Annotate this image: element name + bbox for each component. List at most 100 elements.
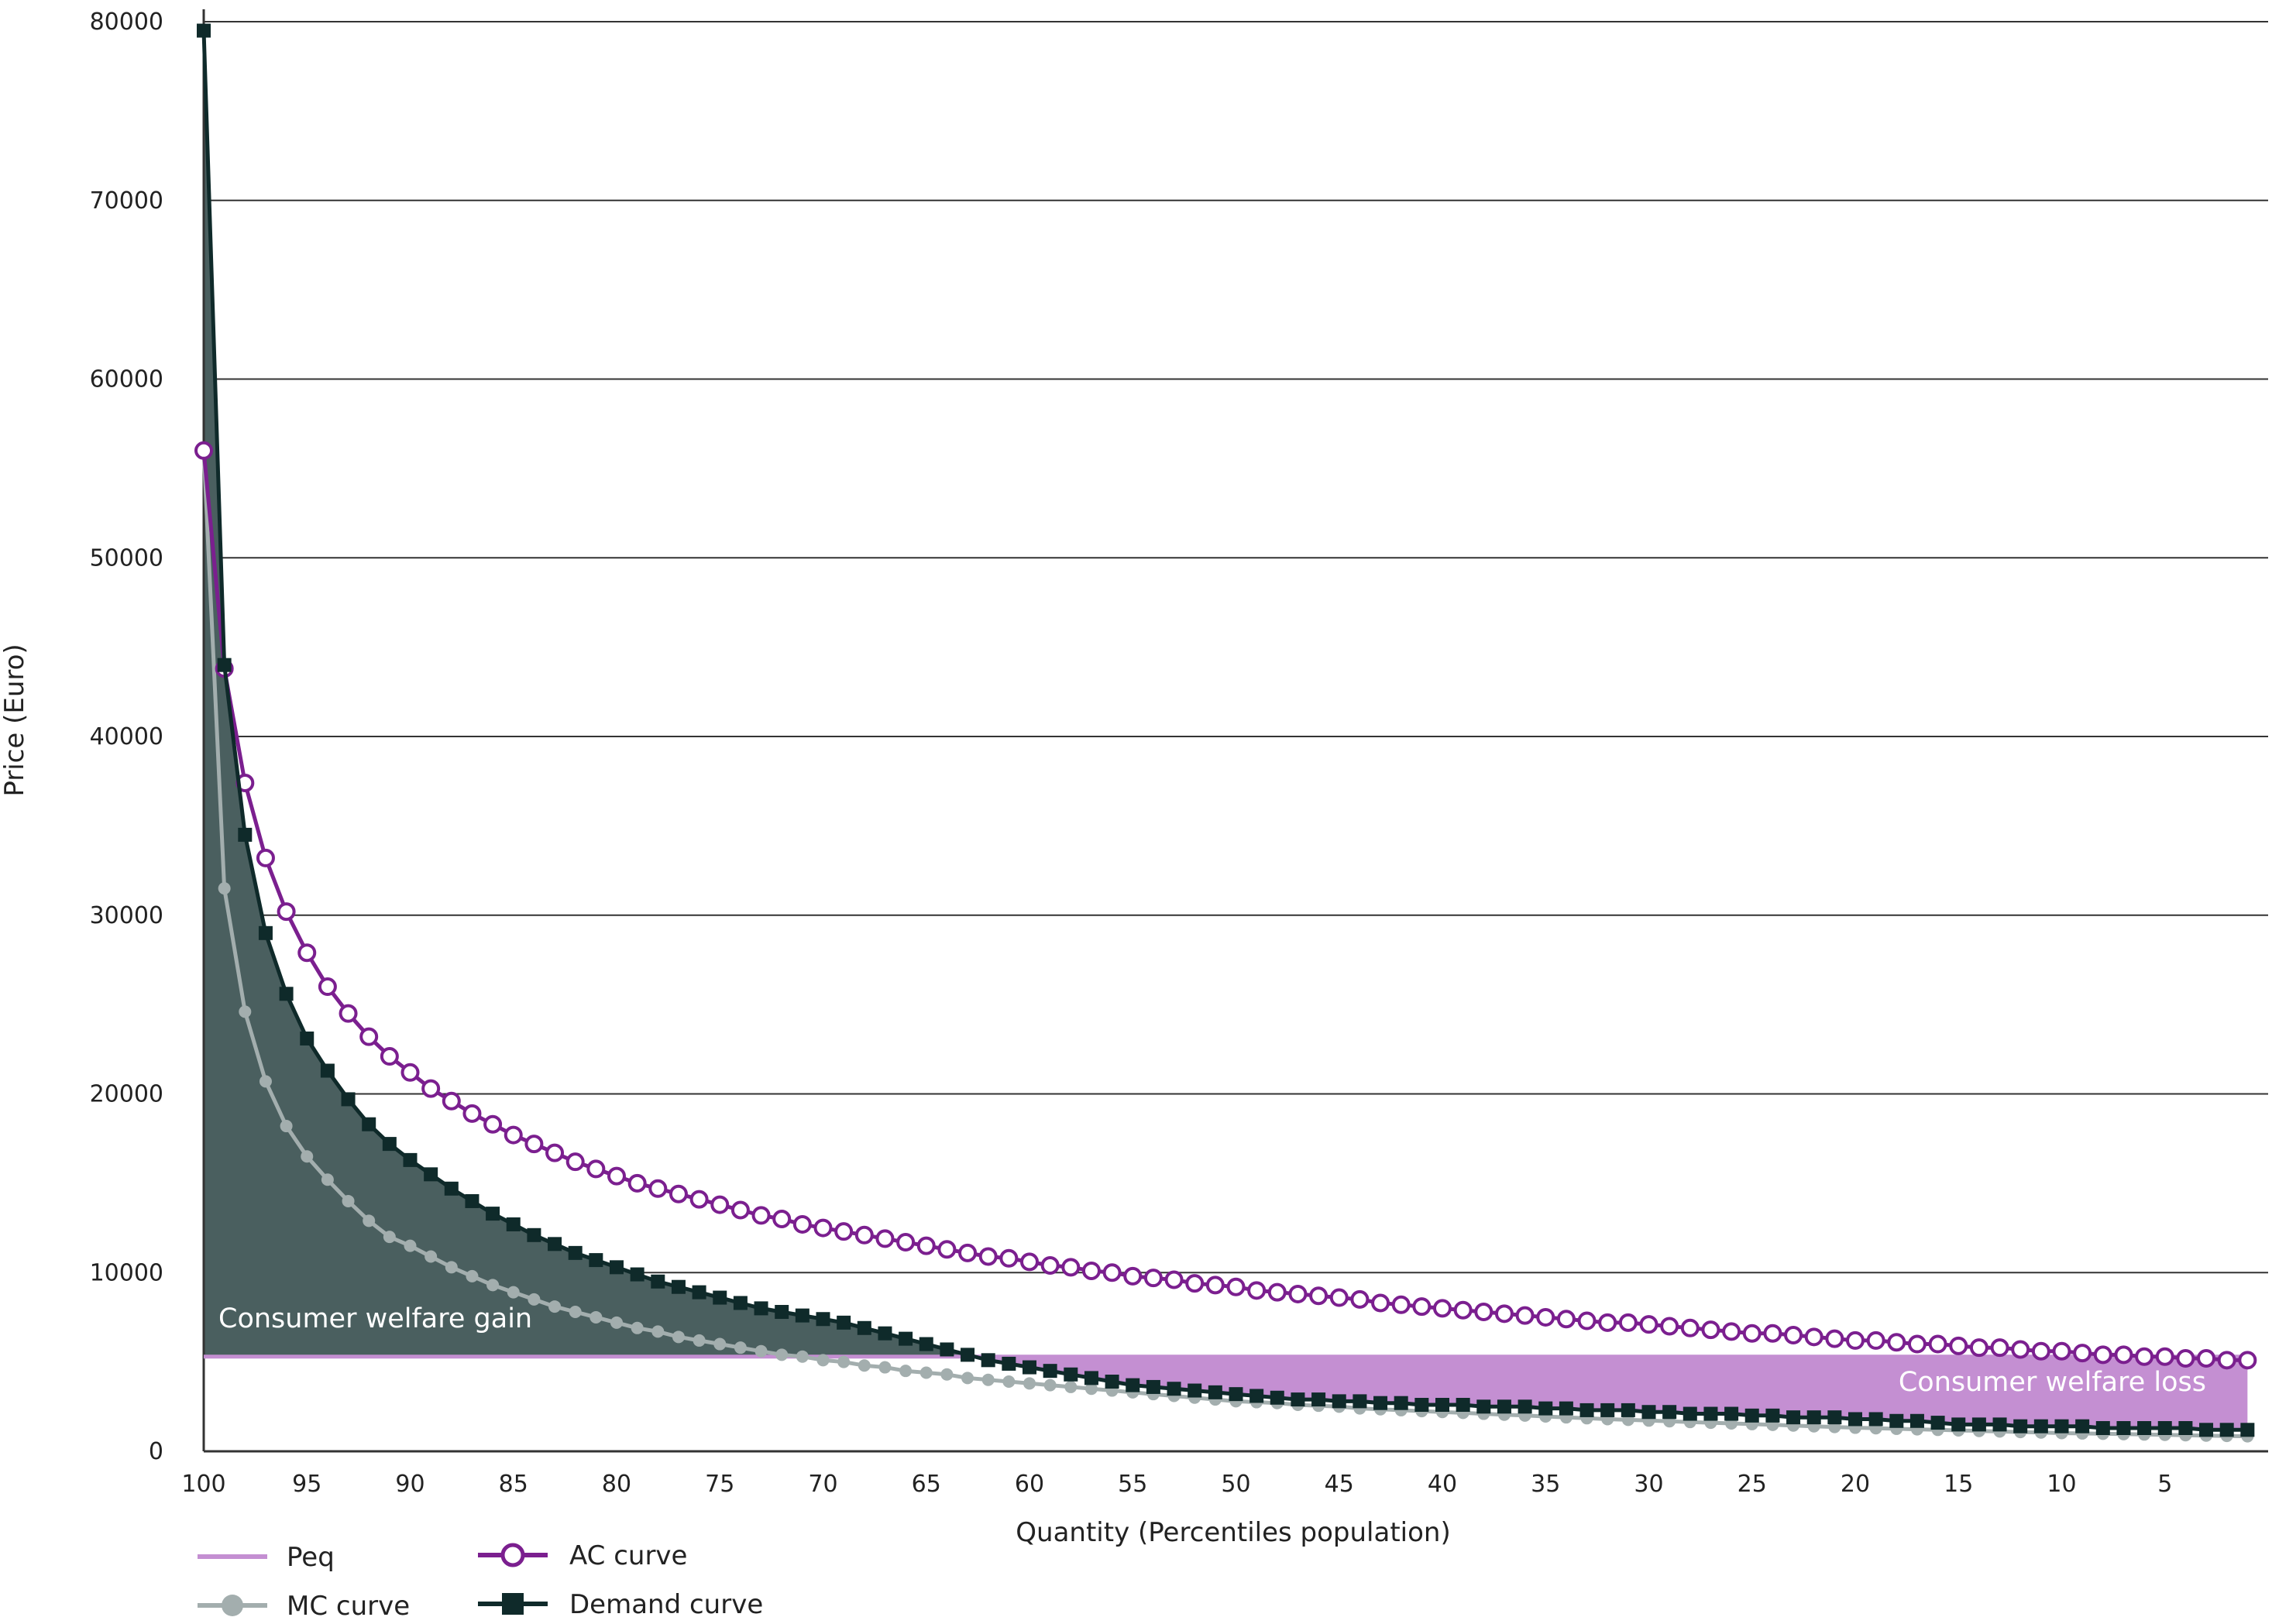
x-tick-label-5: 5 xyxy=(2157,1471,2172,1498)
consumer-welfare-loss-area xyxy=(974,1356,2248,1430)
mc-curve-point-78 xyxy=(651,1325,665,1338)
x-tick-label-45: 45 xyxy=(1325,1471,1354,1498)
demand-curve-point-9 xyxy=(2075,1419,2090,1433)
demand-curve-point-60 xyxy=(1023,1360,1036,1375)
x-tick-label-75: 75 xyxy=(705,1471,734,1498)
y-axis-title: Price (Euro) xyxy=(0,644,30,796)
mc-curve-point-96 xyxy=(280,1120,293,1133)
demand-curve-point-23 xyxy=(1786,1410,1801,1425)
ac-curve-point-22 xyxy=(1804,1327,1823,1347)
mc-curve-point-67 xyxy=(878,1361,892,1374)
y-tick-label-30000: 30000 xyxy=(90,902,163,929)
mc-curve-point-89 xyxy=(424,1250,438,1263)
demand-curve-point-99 xyxy=(217,657,232,672)
ac-curve-point-70 xyxy=(813,1218,833,1238)
ac-curve-point-4 xyxy=(2176,1349,2195,1368)
ac-curve-point-42 xyxy=(1391,1295,1411,1314)
demand-curve-point-19 xyxy=(1868,1412,1883,1427)
ac-curve-point-62 xyxy=(978,1247,998,1266)
ac-curve-point-78 xyxy=(648,1179,668,1198)
demand-curve-point-87 xyxy=(465,1193,479,1208)
demand-curve-point-27 xyxy=(1703,1406,1718,1421)
x-tick-label-95: 95 xyxy=(292,1471,321,1498)
x-tick-label-15: 15 xyxy=(1944,1471,1973,1498)
demand-curve-point-67 xyxy=(878,1326,892,1341)
ac-curve-point-53 xyxy=(1164,1270,1184,1289)
ac-curve-point-5 xyxy=(2155,1347,2174,1366)
demand-curve-point-4 xyxy=(2178,1421,2193,1436)
demand-curve-point-28 xyxy=(1683,1406,1697,1421)
demand-curve-point-42 xyxy=(1394,1396,1408,1410)
demand-curve-point-22 xyxy=(1806,1410,1821,1425)
demand-curve-point-50 xyxy=(1229,1387,1243,1402)
ac-curve-point-66 xyxy=(896,1233,916,1252)
demand-curve-point-11 xyxy=(2033,1419,2048,1433)
ac-curve-point-75 xyxy=(710,1195,730,1214)
demand-curve-point-78 xyxy=(651,1274,665,1289)
demand-curve-series xyxy=(197,23,2255,1437)
demand-curve-point-96 xyxy=(279,987,294,1001)
mc-curve-point-75 xyxy=(713,1337,727,1351)
ac-curve-point-80 xyxy=(607,1166,626,1186)
mc-curve-point-57 xyxy=(1084,1382,1098,1396)
legend-label-peq: Peq xyxy=(287,1542,335,1573)
demand-curve-point-45 xyxy=(1332,1394,1346,1409)
mc-curve-point-90 xyxy=(404,1239,417,1252)
mc-curve-point-86 xyxy=(486,1279,500,1292)
demand-curve-point-46 xyxy=(1311,1392,1326,1407)
ac-curve-point-37 xyxy=(1494,1304,1514,1324)
y-tick-label-80000: 80000 xyxy=(90,9,163,36)
demand-curve-line xyxy=(201,30,2248,1432)
legend-marker-mc xyxy=(222,1595,243,1616)
demand-curve-point-93 xyxy=(341,1092,356,1107)
x-tick-label-35: 35 xyxy=(1531,1471,1560,1498)
x-tick-label-80: 80 xyxy=(602,1471,631,1498)
demand-curve-point-7 xyxy=(2116,1421,2131,1436)
demand-curve-point-69 xyxy=(837,1315,851,1330)
demand-curve-point-37 xyxy=(1497,1399,1511,1414)
demand-curve-point-56 xyxy=(1105,1375,1119,1389)
x-tick-label-85: 85 xyxy=(499,1471,528,1498)
ac-curve-point-10 xyxy=(2052,1341,2071,1361)
ac-curve-point-65 xyxy=(916,1236,936,1255)
ac-curve-point-26 xyxy=(1722,1322,1741,1341)
mc-curve-point-98 xyxy=(239,1005,252,1018)
demand-curve-point-75 xyxy=(713,1290,727,1305)
ac-curve-point-1 xyxy=(2238,1351,2257,1370)
demand-curve-point-76 xyxy=(692,1285,706,1300)
demand-curve-point-6 xyxy=(2137,1421,2152,1436)
y-tick-label-70000: 70000 xyxy=(90,187,163,215)
demand-curve-point-39 xyxy=(1456,1398,1470,1413)
mc-curve-point-76 xyxy=(693,1334,706,1347)
mc-curve-point-94 xyxy=(321,1173,334,1186)
ac-curve-point-79 xyxy=(627,1173,647,1193)
ac-curve-point-93 xyxy=(339,1004,358,1023)
legend-label-ac-curve: AC curve xyxy=(569,1540,687,1571)
demand-curve-point-57 xyxy=(1084,1371,1098,1385)
ac-curve-point-72 xyxy=(772,1210,792,1229)
y-tick-label-0: 0 xyxy=(149,1438,163,1465)
ac-curve-point-68 xyxy=(854,1225,874,1245)
axes xyxy=(202,9,2268,1453)
demand-curve-point-68 xyxy=(857,1320,871,1335)
demand-curve-point-80 xyxy=(610,1260,624,1275)
welfare-areas xyxy=(204,30,2248,1430)
demand-curve-point-59 xyxy=(1043,1364,1057,1379)
ac-curve-point-19 xyxy=(1866,1330,1885,1350)
ac-curve-point-77 xyxy=(669,1184,688,1203)
mc-curve-point-84 xyxy=(528,1293,541,1306)
demand-curve-point-95 xyxy=(300,1031,315,1045)
ac-curve-point-38 xyxy=(1474,1303,1493,1322)
mc-curve-point-66 xyxy=(899,1365,913,1378)
ac-curve-point-13 xyxy=(1990,1338,2009,1358)
ac-curve-point-50 xyxy=(1226,1277,1246,1296)
legend: Peq MC curve AC curve Demand curve xyxy=(198,1540,763,1622)
demand-curve-point-100 xyxy=(197,23,211,38)
ac-curve-point-87 xyxy=(462,1104,482,1123)
mc-curve-point-85 xyxy=(507,1286,520,1299)
ac-curve-point-28 xyxy=(1680,1318,1700,1337)
series-layer xyxy=(194,23,2257,1443)
ac-curve-point-9 xyxy=(2073,1344,2092,1363)
demand-curve-point-14 xyxy=(1971,1417,1986,1432)
y-tick-label-40000: 40000 xyxy=(90,723,163,750)
